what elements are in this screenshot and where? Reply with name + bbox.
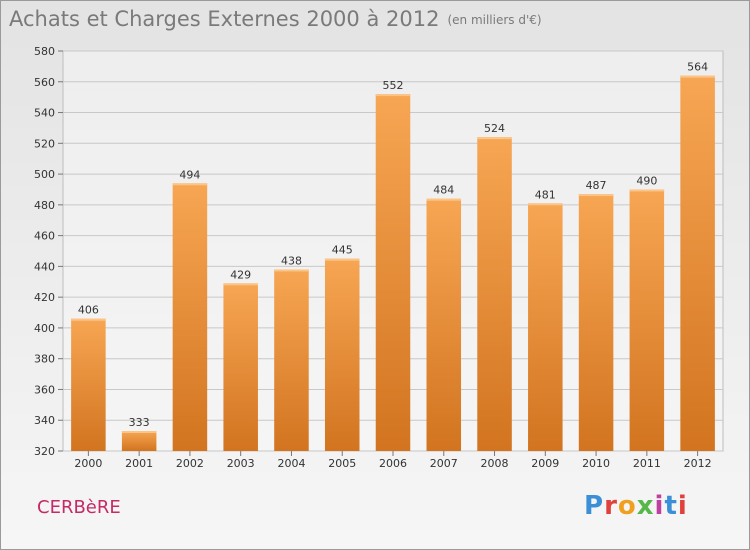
x-tick-label-2009: 2009 xyxy=(531,457,559,470)
bar-2003 xyxy=(223,283,258,451)
bar-2012 xyxy=(680,75,715,451)
x-tick-label-2000: 2000 xyxy=(74,457,102,470)
x-axis: 2000 2001 2002 2003 2004 2005 2006 2007 2008 2009… xyxy=(74,451,712,470)
bar-2009 xyxy=(528,203,563,451)
bar-top-highlight xyxy=(274,269,309,272)
bar-top-highlight xyxy=(121,431,157,433)
bar-top-highlight xyxy=(71,318,106,321)
logo-letter: i xyxy=(677,491,688,521)
y-tick-label: 320 xyxy=(34,445,55,458)
y-tick-label: 420 xyxy=(34,291,55,304)
x-tick-label-2002: 2002 xyxy=(176,457,204,470)
bar-2002 xyxy=(172,183,208,452)
bar-top-highlight xyxy=(375,94,411,97)
value-label-2012: 564 xyxy=(687,61,708,74)
logo-letter: P xyxy=(584,491,605,521)
bar-top-highlight xyxy=(223,283,258,286)
y-tick-label: 380 xyxy=(34,353,55,366)
logo-letter: t xyxy=(664,491,678,521)
value-label-2003: 429 xyxy=(230,268,251,281)
proxiti-logo: Proxiti xyxy=(584,491,688,521)
value-label-2006: 552 xyxy=(383,79,404,92)
value-label-2011: 490 xyxy=(636,174,657,187)
bar-top-highlight xyxy=(578,194,614,197)
value-label-2009: 481 xyxy=(535,188,556,201)
bar-top-highlight xyxy=(172,183,208,186)
y-tick-label: 540 xyxy=(34,107,55,120)
y-axis: 320 340 360 380 400 420 440 460 480 500 520 540 560 5… xyxy=(34,45,63,458)
x-tick-label-2005: 2005 xyxy=(328,457,356,470)
y-tick-label: 500 xyxy=(34,168,55,181)
value-label-2004: 438 xyxy=(281,254,302,267)
logo-letter: r xyxy=(604,491,618,521)
bar-2011 xyxy=(629,189,665,451)
y-tick-label: 460 xyxy=(34,230,55,243)
x-tick-label-2006: 2006 xyxy=(379,457,407,470)
value-label-2007: 484 xyxy=(433,184,454,197)
value-label-2000: 406 xyxy=(78,304,99,317)
chart-unit: (en milliers d'€) xyxy=(447,13,542,27)
y-tick-label: 360 xyxy=(34,383,55,396)
bars: 406 333 494 429 438 445 552 484 524 481 487 490 564 xyxy=(71,61,715,452)
y-tick-label: 580 xyxy=(34,45,55,58)
y-tick-label: 440 xyxy=(34,260,55,273)
y-tick-label: 480 xyxy=(34,199,55,212)
logo-letter: i xyxy=(654,491,665,521)
bar-top-highlight xyxy=(629,189,665,192)
bar-2010 xyxy=(578,194,614,452)
chart-title: Achats et Charges Externes 2000 à 2012 (e… xyxy=(9,7,542,31)
y-tick-label: 340 xyxy=(34,414,55,427)
value-label-2010: 487 xyxy=(586,179,607,192)
chart-title-text: Achats et Charges Externes 2000 à 2012 xyxy=(9,7,440,31)
bar-top-highlight xyxy=(324,258,360,261)
y-tick-label: 560 xyxy=(34,76,55,89)
x-tick-label-2010: 2010 xyxy=(582,457,610,470)
x-tick-label-2007: 2007 xyxy=(430,457,458,470)
x-tick-label-2004: 2004 xyxy=(277,457,305,470)
value-label-2001: 333 xyxy=(129,416,150,429)
y-tick-label: 400 xyxy=(34,322,55,335)
x-tick-label-2008: 2008 xyxy=(481,457,509,470)
bar-2005 xyxy=(324,258,360,451)
commune-name: CERBèRE xyxy=(37,497,121,518)
bar-2001 xyxy=(121,431,157,451)
x-tick-label-2001: 2001 xyxy=(125,457,153,470)
x-tick-label-2012: 2012 xyxy=(684,457,712,470)
bar-2008 xyxy=(477,137,512,451)
bar-top-highlight xyxy=(680,75,715,78)
value-label-2005: 445 xyxy=(332,244,353,257)
bar-2006 xyxy=(375,94,411,452)
value-label-2008: 524 xyxy=(484,122,505,135)
logo-letter: x xyxy=(636,491,655,521)
bar-top-highlight xyxy=(426,198,462,201)
y-tick-label: 520 xyxy=(34,137,55,150)
bar-2007 xyxy=(426,198,462,451)
bar-2004 xyxy=(274,269,309,451)
x-tick-label-2003: 2003 xyxy=(227,457,255,470)
bar-top-highlight xyxy=(477,137,512,140)
logo-letter: o xyxy=(617,491,637,521)
bar-2000 xyxy=(71,318,106,451)
x-tick-label-2011: 2011 xyxy=(633,457,661,470)
value-label-2002: 494 xyxy=(179,168,200,181)
bar-top-highlight xyxy=(528,203,563,206)
